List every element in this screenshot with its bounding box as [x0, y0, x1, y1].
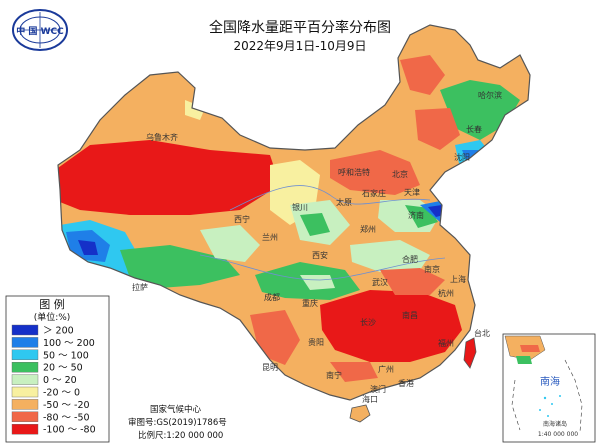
place-label-hohhot: 呼和浩特 [338, 167, 370, 177]
legend-unit: (单位:%) [34, 311, 71, 323]
place-label-changchun: 长春 [466, 124, 482, 134]
place-label-taibei: 台北 [474, 328, 490, 338]
place-label-kunming: 昆明 [262, 363, 278, 372]
legend-label-4: 0 ～ 20 [43, 375, 77, 386]
legend-swatch-5 [11, 386, 39, 398]
legend-swatch-7 [11, 411, 39, 422]
hainan-island [349, 404, 371, 423]
place-label-shijiazhuang: 石家庄 [362, 188, 386, 198]
place-label-chengdu: 成都 [264, 292, 280, 302]
place-label-xining: 西宁 [234, 214, 250, 224]
place-label-urumqi: 乌鲁木齐 [146, 132, 178, 142]
place-label-tianjin: 天津 [404, 187, 420, 197]
legend-swatch-6 [11, 399, 39, 410]
place-label-hangzhou: 杭州 [438, 288, 454, 298]
wcc-logo-text: 中 国 WCC [16, 25, 64, 37]
place-label-beijing: 北京 [392, 169, 408, 179]
yangtze-river [199, 254, 446, 281]
legend-label-8: -100 ～ -80 [43, 425, 96, 436]
place-label-macau: 澳门 [370, 384, 386, 394]
legend-swatch-3 [11, 362, 39, 373]
inset-title: 南海 [540, 375, 560, 388]
place-label-guiyang: 贵阳 [308, 337, 324, 347]
credit-scale: 比例尺:1:20 000 000 [138, 430, 223, 441]
place-label-taiyuan: 太原 [336, 197, 352, 207]
china-outline [57, 24, 531, 401]
place-label-changsha: 长沙 [360, 317, 376, 327]
map-title: 全国降水量距平百分率分布图 [209, 19, 391, 36]
credit-org: 国家气候中心 [150, 404, 202, 415]
legend-swatch-4 [11, 374, 39, 385]
place-label-hefei: 合肥 [402, 254, 418, 264]
place-label-jinan: 济南 [408, 210, 424, 220]
legend-title: 图 例 [39, 297, 65, 311]
place-label-fuzhou: 福州 [438, 339, 454, 348]
credit-review: 审图号:GS(2019)1786号 [128, 417, 227, 428]
place-label-nanjing: 南京 [424, 264, 440, 274]
legend-swatch-8 [11, 424, 39, 435]
place-label-wuhan: 武汉 [372, 277, 388, 287]
legend-label-2: 50 ～ 100 [43, 350, 89, 361]
legend-label-1: 100 ～ 200 [43, 338, 95, 349]
wcc-logo: 中 国 WCC [12, 9, 68, 51]
taiwan-island [463, 337, 477, 369]
place-label-nanning: 南宁 [326, 370, 342, 380]
credit-block: 国家气候中心 审图号:GS(2019)1786号 比例尺:1:20 000 00… [128, 404, 227, 441]
legend-swatch-0 [11, 324, 39, 336]
place-label-xian: 西安 [312, 250, 328, 260]
yellow-river [229, 185, 431, 211]
place-label-shanghai: 上海 [450, 274, 466, 284]
place-label-lanzhou: 兰州 [262, 232, 278, 242]
legend-label-3: 20 ～ 50 [43, 363, 83, 374]
place-label-yinchuan: 银川 [292, 202, 308, 212]
place-label-zhengzhou: 郑州 [360, 224, 376, 234]
place-label-guangzhou: 广州 [378, 364, 394, 374]
place-label-hongkong: 香港 [398, 378, 414, 388]
legend-label-7: -80 ～ -50 [43, 412, 90, 423]
place-label-nanchang: 南昌 [402, 310, 418, 320]
place-label-harbin: 哈尔滨 [478, 90, 502, 100]
place-labels: 北京 天津 石家庄 太原 呼和浩特 济南 郑州 西安 银川 兰州 西宁 乌鲁木齐… [132, 90, 502, 404]
south-china-sea-inset: 南海 南海诸岛 1:40 000 000 [502, 333, 596, 443]
zone-south-deficit [320, 290, 462, 362]
zone-northwest-deficit [58, 140, 280, 215]
legend-swatch-2 [11, 349, 39, 360]
legend-label-5: -20 ～ 0 [43, 388, 80, 399]
legend-label-0: ＞ 200 [43, 326, 74, 337]
place-label-shenyang: 沈阳 [454, 152, 470, 162]
inset-label: 南海诸岛 [543, 420, 567, 428]
legend-swatch-1 [11, 337, 39, 348]
place-label-haikou: 海口 [362, 394, 378, 404]
place-label-chongqing: 重庆 [302, 298, 318, 308]
inset-scale: 1:40 000 000 [538, 431, 578, 438]
legend-label-6: -50 ～ -20 [43, 400, 90, 411]
precipitation-map [57, 24, 531, 423]
place-label-lhasa: 拉萨 [132, 282, 148, 292]
map-subtitle: 2022年9月1日-10月9日 [233, 39, 366, 53]
